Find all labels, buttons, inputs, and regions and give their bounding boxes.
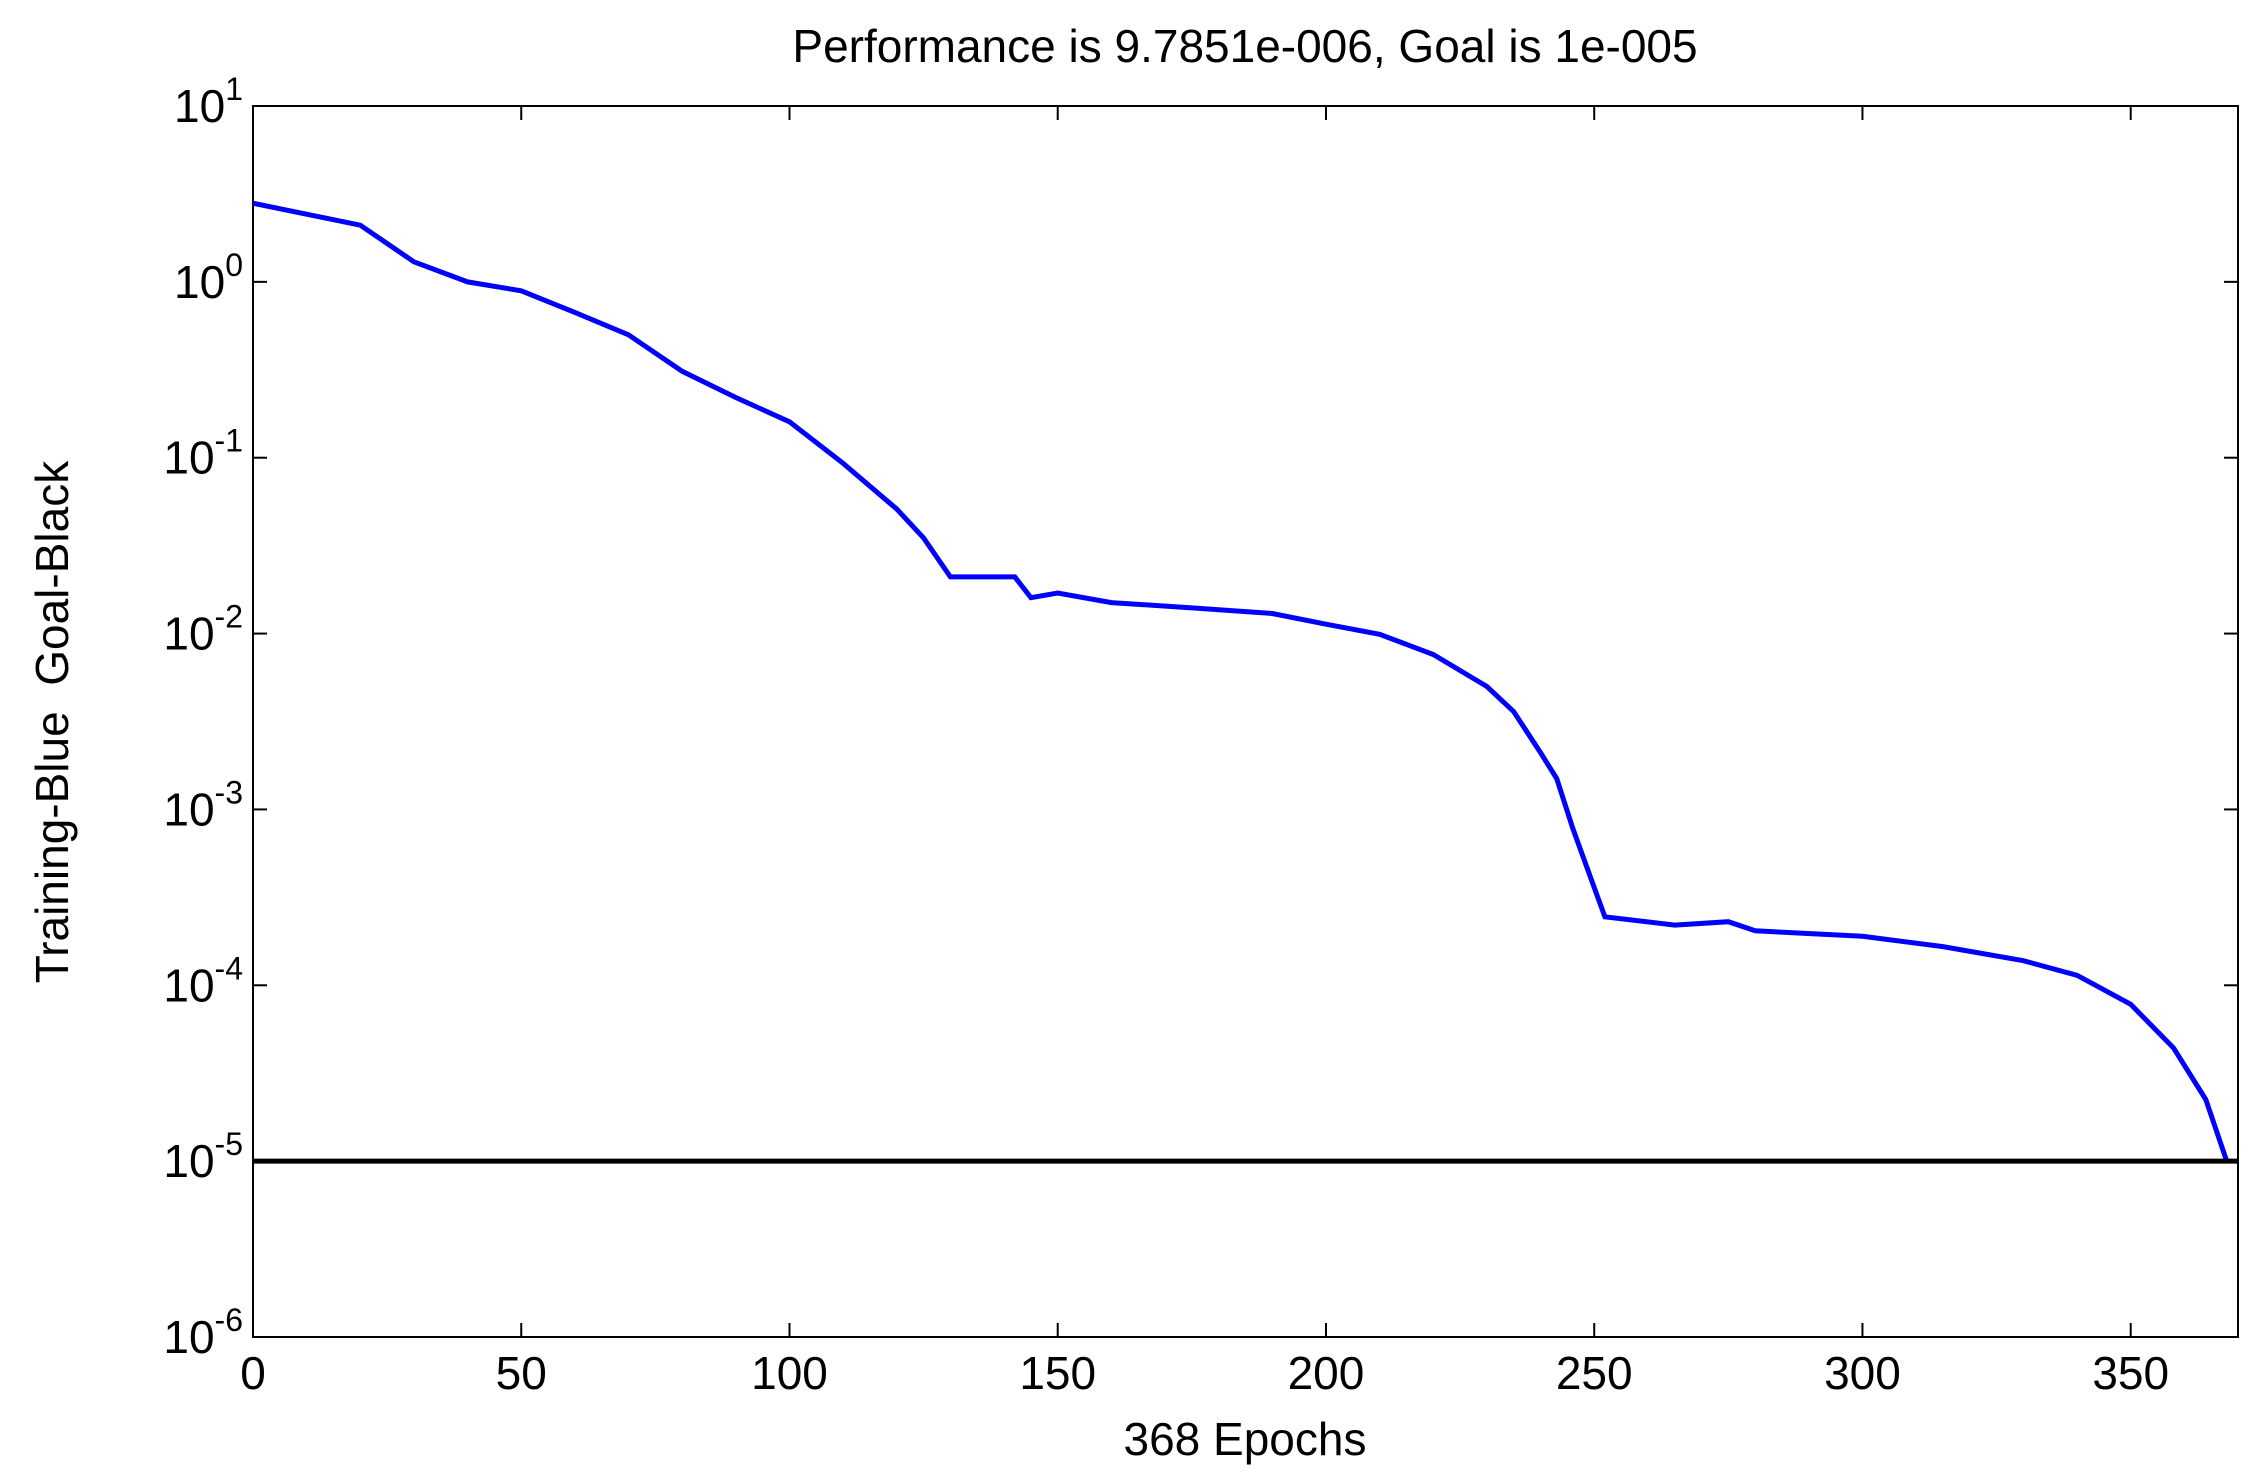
y-tick-label: 101 [174, 71, 243, 132]
x-axis-label: 368 Epochs [1124, 1413, 1367, 1465]
y-tick-label: 10-3 [163, 774, 243, 835]
x-tick-label: 150 [1019, 1347, 1096, 1399]
y-tick-label: 10-2 [163, 599, 243, 660]
x-tick-label: 50 [496, 1347, 547, 1399]
y-axis-label: Training-Blue Goal-Black [26, 460, 78, 983]
x-tick-label: 100 [751, 1347, 828, 1399]
plot-area [252, 105, 2239, 1338]
x-tick-label: 300 [1824, 1347, 1901, 1399]
x-tick-label: 250 [1556, 1347, 1633, 1399]
x-tick-label: 0 [240, 1347, 266, 1399]
series-line [252, 200, 2230, 1164]
y-tick-label: 10-5 [163, 1126, 243, 1187]
x-tick-label: 350 [2092, 1347, 2169, 1399]
x-tick-label: 200 [1288, 1347, 1365, 1399]
y-tick-label: 100 [174, 247, 243, 308]
y-tick-label: 10-1 [163, 423, 243, 484]
y-tick-label: 10-4 [163, 950, 243, 1011]
chart-title: Performance is 9.7851e-006, Goal is 1e-0… [792, 20, 1697, 72]
y-tick-label: 10-6 [163, 1302, 243, 1363]
